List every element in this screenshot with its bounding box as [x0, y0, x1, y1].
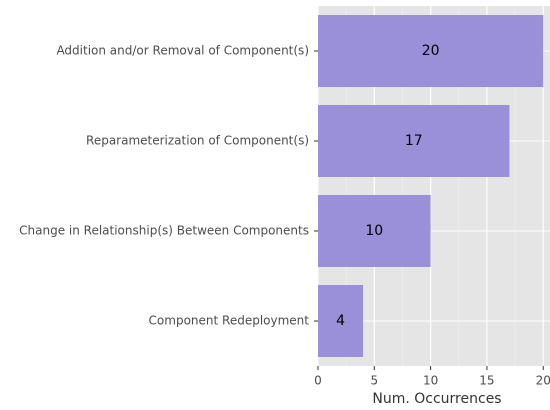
- bar: [318, 195, 431, 267]
- value-label: 4: [336, 313, 345, 329]
- y-tick-label: Reparameterization of Component(s): [86, 134, 309, 148]
- value-label: 17: [405, 133, 423, 149]
- value-label: 20: [422, 43, 440, 59]
- x-tick-label: 15: [479, 374, 494, 388]
- x-tick-label: 10: [423, 374, 438, 388]
- value-label: 10: [365, 223, 383, 239]
- y-tick-label: Component Redeployment: [149, 314, 310, 328]
- x-tick-label: 0: [314, 374, 322, 388]
- bar: [318, 105, 510, 177]
- bar: [318, 285, 364, 357]
- bar: [318, 15, 544, 87]
- x-tick-label: 20: [536, 374, 550, 388]
- x-tick-label: 5: [370, 374, 378, 388]
- y-tick-label: Change in Relationship(s) Between Compon…: [19, 224, 309, 238]
- y-tick-label: Addition and/or Removal of Component(s): [56, 44, 309, 58]
- x-axis-label: Num. Occurrences: [372, 391, 501, 407]
